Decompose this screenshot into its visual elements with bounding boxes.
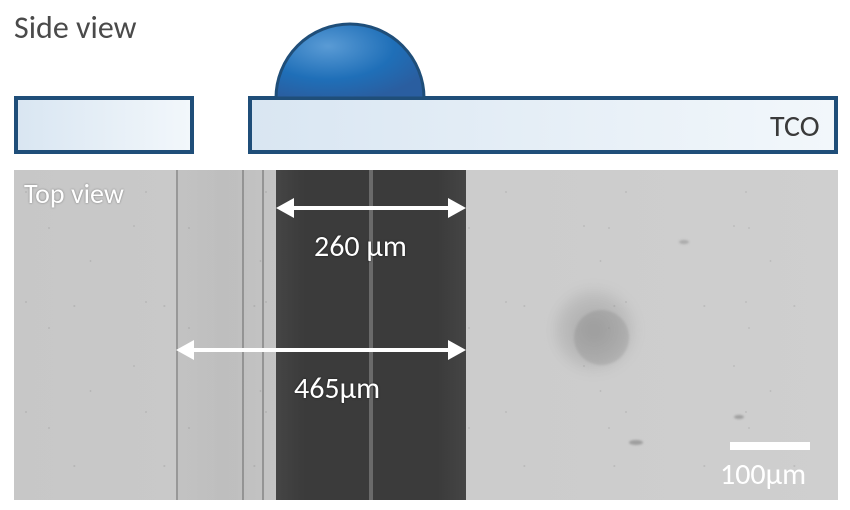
measure-260-arrowhead-left-icon	[276, 198, 294, 218]
micrograph-defect	[679, 240, 689, 244]
measure-465-arrowhead-left-icon	[176, 340, 194, 360]
micrograph-defect	[629, 440, 643, 445]
tco-block-right	[248, 96, 838, 154]
droplet-icon	[272, 20, 428, 102]
side-view-label: Side view	[14, 8, 136, 47]
measure-260-arrowhead-right-icon	[448, 198, 466, 218]
gap-region	[176, 170, 276, 500]
micrograph-defect	[734, 415, 744, 419]
measure-465-label: 465µm	[294, 370, 380, 407]
measure-260-line	[290, 206, 452, 210]
measure-465-line	[190, 348, 452, 352]
strip-highlight-line	[369, 170, 373, 500]
scale-bar	[730, 442, 810, 450]
measure-465-arrowhead-right-icon	[448, 340, 466, 360]
tco-label: TCO	[770, 108, 820, 145]
measure-260-label: 260 µm	[314, 228, 407, 265]
top-view-label: Top view	[24, 176, 124, 211]
top-view-micrograph: Top view 260 µm 465µm 100µm	[14, 170, 838, 500]
micrograph-blob	[554, 290, 634, 370]
scale-bar-label: 100µm	[720, 456, 806, 493]
tco-block-left	[14, 96, 194, 154]
